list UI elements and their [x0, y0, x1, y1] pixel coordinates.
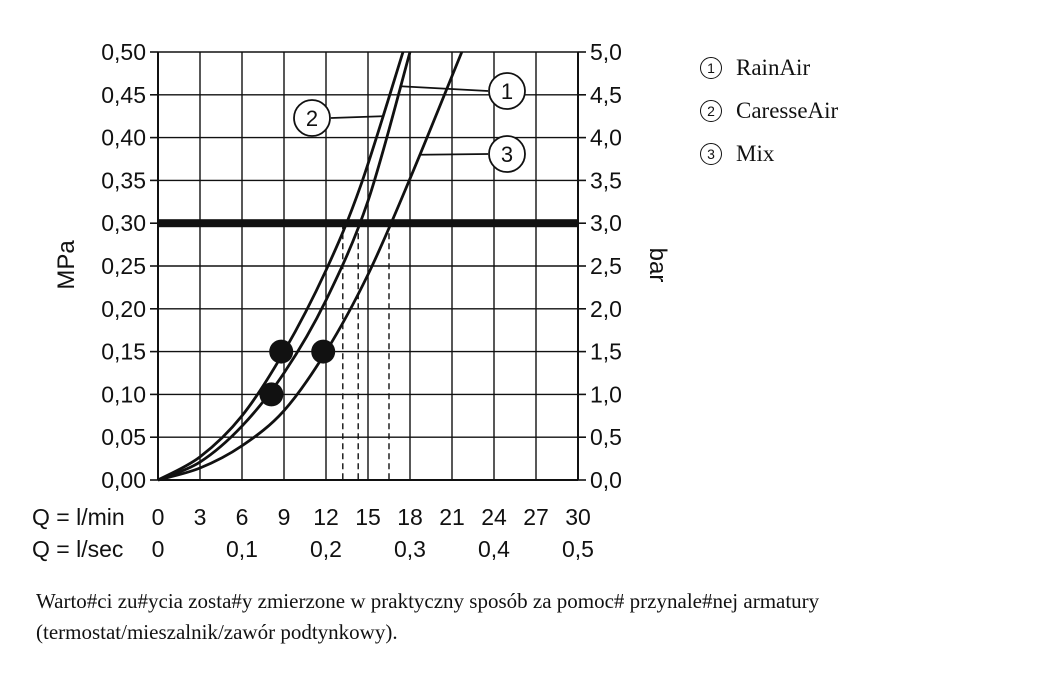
callout-circle [293, 99, 331, 137]
y-tick-label-left: 0,25 [101, 253, 146, 279]
callout-circle [488, 72, 526, 110]
x-tick-label: 18 [397, 504, 423, 530]
reference-line-0-30 [158, 219, 578, 228]
y-tick-label-left: 0,00 [101, 467, 146, 493]
legend-number-badge: 3 [700, 142, 722, 165]
x-tick-label: 6 [236, 504, 249, 530]
y-tick-label-left: 0,10 [101, 381, 146, 407]
x-tick-label: 27 [523, 504, 549, 530]
x-tick-label: 3 [194, 504, 207, 530]
y-tick-label-right: 3,0 [590, 210, 622, 236]
callout-label: 3 [501, 142, 513, 167]
callout-leader [400, 85, 489, 92]
callout-leader [419, 153, 489, 156]
legend-item-rainair: 1 RainAir [700, 46, 838, 89]
callout-circle [488, 135, 526, 173]
x-tick-label: 0,3 [394, 536, 426, 562]
legend-number-badge: 1 [700, 56, 722, 79]
y-axis-right-ticks: 0,0 0,5 1,0 1,5 2,0 2,5 3,0 3,5 4,0 4,5 5,0 [590, 39, 622, 493]
y-tick-label-right: 4,0 [590, 125, 622, 151]
y-tick-label-left: 0,30 [101, 210, 146, 236]
x-tick-label: 15 [355, 504, 381, 530]
series-callouts: 1 2 3 [293, 72, 526, 173]
callout-label: 2 [306, 106, 318, 131]
y-tick-label-left: 0,40 [101, 125, 146, 151]
x-tick-label: 21 [439, 504, 465, 530]
data-markers [259, 339, 336, 407]
y-axis-left-label: MPa [53, 240, 80, 290]
y-tick-label-left: 0,35 [101, 167, 146, 193]
series-line-1 [157, 51, 412, 482]
y-tick-label-right: 3,5 [590, 167, 622, 193]
legend-item-caresseair: 2 CaresseAir [700, 89, 838, 132]
legend-number-badge: 2 [700, 99, 722, 122]
y-tick-label-left: 0,45 [101, 82, 146, 108]
legend-item-mix: 3 Mix [700, 132, 838, 175]
legend-label: CaresseAir [736, 97, 839, 123]
data-marker [259, 382, 284, 407]
series-line-2 [157, 51, 405, 482]
y-tick-label-right: 1,0 [590, 381, 622, 407]
x-tick-label: 0,4 [478, 536, 510, 562]
x-axis-row-label: Q = l/min [32, 504, 125, 530]
caption: Warto#ci zu#ycia zosta#y zmierzone w pra… [36, 586, 1036, 648]
x-tick-label: 0,5 [562, 536, 594, 562]
y-axis-left-ticks: 0,00 0,05 0,10 0,15 0,20 0,25 0,30 0,35 0,40 0,45… [101, 39, 146, 493]
data-marker [311, 339, 336, 364]
y-tick-label-left: 0,20 [101, 296, 146, 322]
y-tick-label-right: 0,5 [590, 424, 622, 450]
callout-label: 1 [501, 79, 513, 104]
callout-leader [330, 115, 383, 119]
y-tick-label-right: 0,0 [590, 467, 622, 493]
caption-line-2: (termostat/mieszalnik/zawór podtynkowy). [36, 620, 398, 644]
x-tick-label: 0 [152, 504, 165, 530]
y-tick-label-right: 1,5 [590, 339, 622, 365]
x-axis-ticks: Q = l/min 0 3 6 9 12 15 18 21 24 27 30 Q = l/sec 0 0,1… [32, 504, 594, 562]
legend-label: RainAir [736, 54, 811, 80]
legend-label: Mix [736, 140, 775, 166]
flow-pressure-chart: 123 0,000,050,100,150,200,250,300,350,40… [32, 39, 671, 562]
y-tick-label-right: 2,0 [590, 296, 622, 322]
legend: 1 RainAir 2 CaresseAir 3 Mix [700, 46, 838, 175]
y-tick-label-right: 2,5 [590, 253, 622, 279]
y-tick-label-left: 0,15 [101, 339, 146, 365]
data-marker [269, 339, 294, 364]
y-tick-label-left: 0,50 [101, 39, 146, 65]
x-tick-label: 9 [278, 504, 291, 530]
y-tick-label-right: 5,0 [590, 39, 622, 65]
x-tick-label: 0,1 [226, 536, 258, 562]
y-tick-label-right: 4,5 [590, 82, 622, 108]
x-tick-label: 0 [152, 536, 165, 562]
x-tick-label: 0,2 [310, 536, 342, 562]
caption-line-1: Warto#ci zu#ycia zosta#y zmierzone w pra… [36, 589, 820, 613]
x-tick-label: 24 [481, 504, 507, 530]
y-axis-right-label: bar [644, 248, 671, 283]
y-tick-label-left: 0,05 [101, 424, 146, 450]
x-tick-label: 12 [313, 504, 339, 530]
x-tick-label: 30 [565, 504, 591, 530]
x-axis-row-label: Q = l/sec [32, 536, 123, 562]
